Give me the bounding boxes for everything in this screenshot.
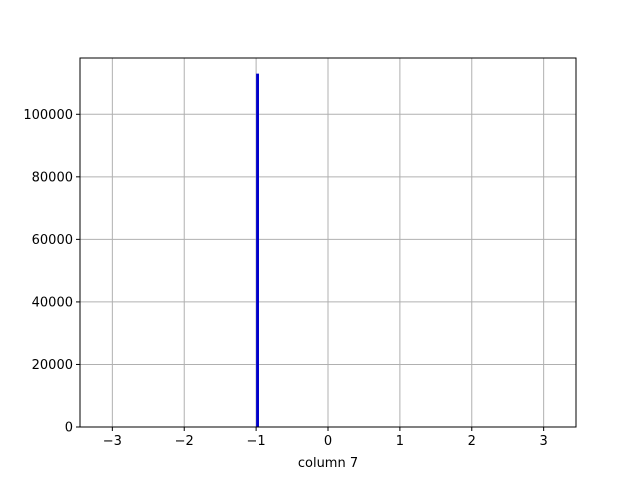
y-tick-label: 100000 — [23, 108, 73, 123]
x-tick-label: −1 — [247, 434, 266, 449]
x-tick-label: 0 — [324, 434, 332, 449]
histogram-bar — [256, 73, 259, 427]
y-tick-label: 60000 — [32, 233, 73, 248]
x-tick-label: −2 — [175, 434, 194, 449]
y-tick-label: 0 — [65, 421, 73, 436]
x-tick-label: 1 — [396, 434, 404, 449]
x-tick-label: 3 — [540, 434, 548, 449]
bars — [256, 73, 259, 427]
y-axis-ticks: 0 20000 40000 60000 80000 100000 — [23, 108, 80, 436]
x-tick-label: 2 — [468, 434, 476, 449]
x-tick-label: −3 — [103, 434, 122, 449]
y-tick-label: 40000 — [32, 295, 73, 310]
y-tick-label: 20000 — [32, 358, 73, 373]
x-axis-label: column 7 — [298, 456, 358, 471]
x-axis-ticks: −3 −2 −1 0 1 2 3 — [103, 427, 548, 449]
y-tick-label: 80000 — [32, 170, 73, 185]
